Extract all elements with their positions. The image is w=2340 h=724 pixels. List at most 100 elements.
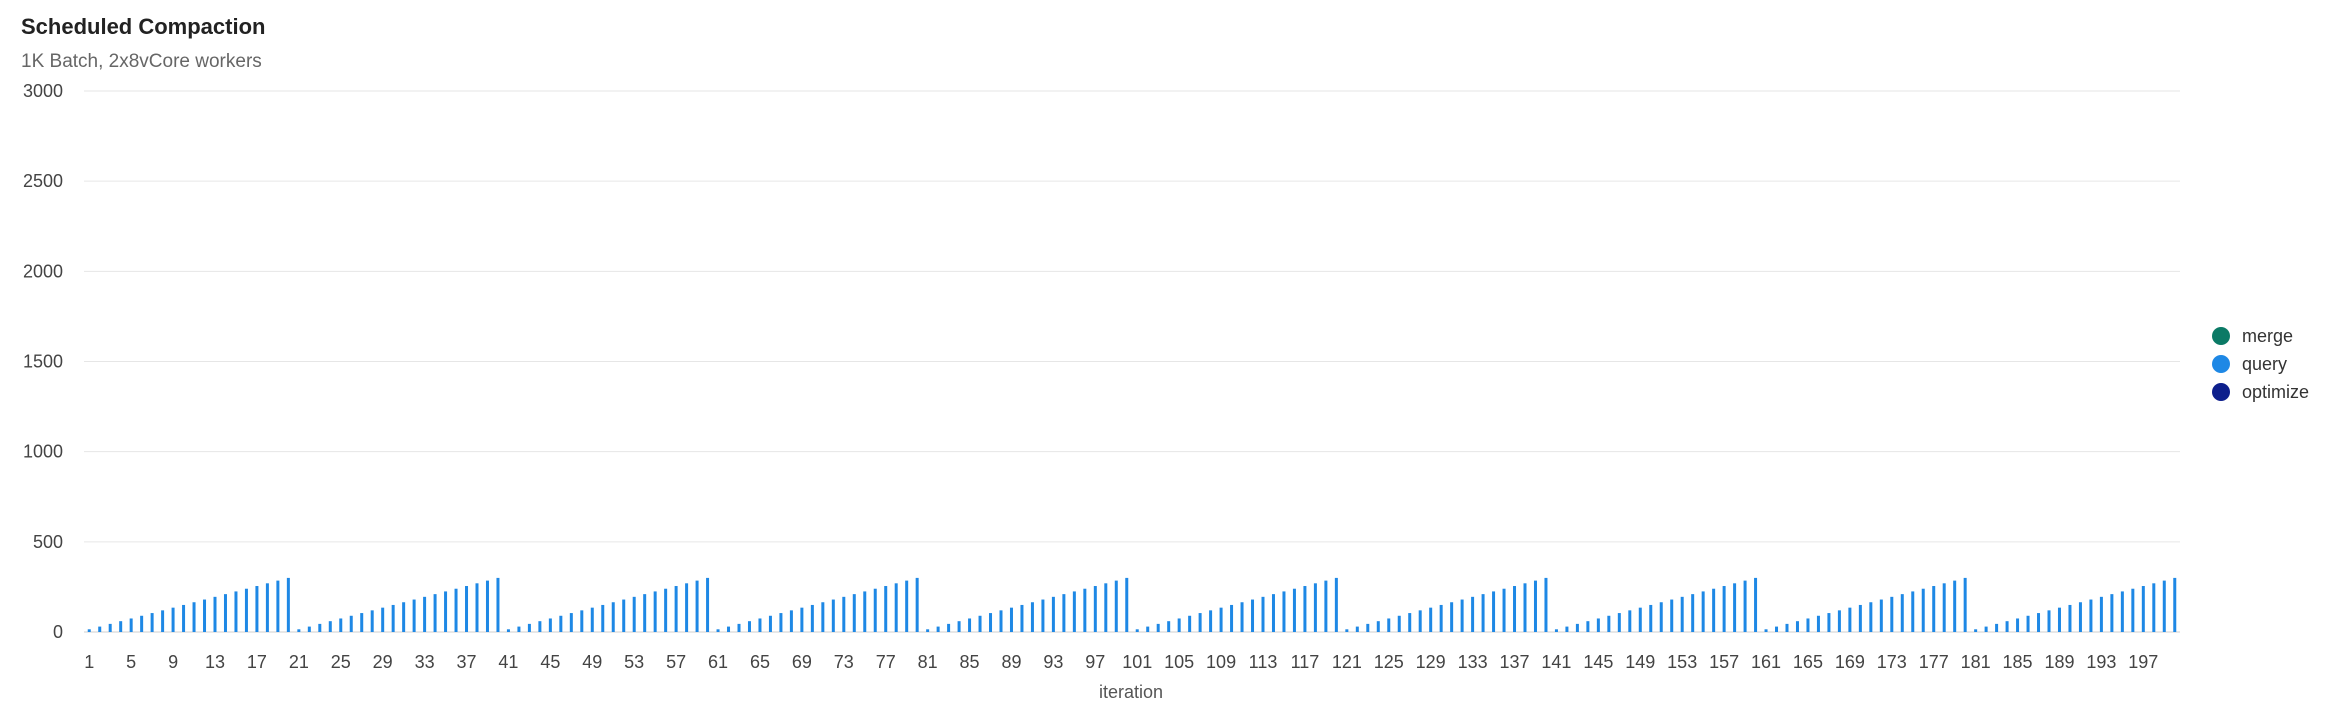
bar-query <box>2068 604 2072 632</box>
bar-query <box>1125 577 1129 632</box>
bar-query <box>1502 588 1506 632</box>
bar-query <box>1638 607 1642 632</box>
y-tick-label: 1000 <box>23 442 63 462</box>
bar-query <box>884 586 888 632</box>
bar-query <box>2005 621 2009 632</box>
bar-query <box>747 621 751 632</box>
x-tick-label: 193 <box>2086 652 2116 672</box>
bar-query <box>863 591 867 632</box>
x-tick-label: 37 <box>457 652 477 672</box>
bar-query <box>821 602 825 632</box>
bar-query <box>1680 596 1684 632</box>
bar-query <box>2057 607 2061 632</box>
x-tick-label: 105 <box>1164 652 1194 672</box>
bar-query <box>1879 599 1883 632</box>
bar-query <box>1219 607 1223 632</box>
x-tick-label: 165 <box>1793 652 1823 672</box>
bar-query <box>87 629 91 632</box>
bar-query <box>559 615 563 632</box>
x-tick-label: 117 <box>1291 652 1320 672</box>
bar-query <box>1953 580 1957 632</box>
bar-query <box>517 626 521 632</box>
bar-query <box>108 623 112 632</box>
bar-query <box>1156 623 1160 632</box>
bar-query <box>192 602 196 632</box>
bar-query <box>1890 596 1894 632</box>
bar-query <box>968 618 972 632</box>
x-tick-label: 17 <box>247 652 267 672</box>
bar-query <box>2120 591 2124 632</box>
bar-query <box>1439 604 1443 632</box>
bar-query <box>1607 615 1611 632</box>
legend-label-query: query <box>2242 353 2288 374</box>
bar-query <box>2089 599 2093 632</box>
bar-query <box>244 588 248 632</box>
bar-query <box>2078 602 2082 632</box>
bar-query <box>1114 580 1118 632</box>
legend-swatch-merge <box>2212 327 2230 345</box>
bar-query <box>1450 602 1454 632</box>
chart-subtitle: 1K Batch, 2x8vCore workers <box>21 51 262 72</box>
x-tick-label: 9 <box>168 652 178 672</box>
legend-item-merge[interactable]: merge <box>2212 322 2309 350</box>
bar-query <box>1837 610 1841 632</box>
bar-query <box>1366 623 1370 632</box>
bar-query <box>685 583 689 632</box>
bar-query <box>643 594 647 632</box>
bar-query <box>1795 621 1799 632</box>
bar-query <box>936 626 940 632</box>
bars <box>87 577 2177 632</box>
bar-query <box>1030 602 1034 632</box>
bar-query <box>1460 599 1464 632</box>
x-tick-label: 57 <box>666 652 686 672</box>
bar-query <box>496 577 500 632</box>
grid-lines <box>84 90 2180 633</box>
bar-query <box>1596 618 1600 632</box>
bar-query <box>402 602 406 632</box>
bar-query <box>1733 583 1737 632</box>
bar-query <box>1858 604 1862 632</box>
legend-item-optimize[interactable]: optimize <box>2212 378 2309 406</box>
bar-query <box>1251 599 1255 632</box>
bar-query <box>1942 583 1946 632</box>
bar-query <box>381 607 385 632</box>
bar-query <box>475 583 479 632</box>
bar-query <box>339 618 343 632</box>
bar-query <box>349 615 353 632</box>
x-tick-label: 169 <box>1835 652 1865 672</box>
bar-query <box>1146 626 1150 632</box>
bar-query <box>1009 607 1013 632</box>
bar-query <box>1471 596 1475 632</box>
bar-query <box>1921 588 1925 632</box>
bar-query <box>978 615 982 632</box>
x-tick-label: 109 <box>1206 652 1236 672</box>
bar-query <box>2162 580 2166 632</box>
bar-query <box>1198 613 1202 632</box>
bar-query <box>140 615 144 632</box>
bar-query <box>1513 586 1517 632</box>
bar-query <box>1062 594 1066 632</box>
bar-query <box>307 626 311 632</box>
bar-query <box>852 594 856 632</box>
bar-query <box>1659 602 1663 632</box>
bar-query <box>1292 588 1296 632</box>
bar-query <box>423 596 427 632</box>
x-axis-title: iteration <box>1099 682 1163 702</box>
y-tick-label: 0 <box>53 622 63 642</box>
y-tick-label: 1500 <box>23 352 63 372</box>
legend-item-query[interactable]: query <box>2212 350 2309 378</box>
bar-query <box>926 629 930 632</box>
bar-query <box>98 626 102 632</box>
bar-query <box>737 623 741 632</box>
bar-query <box>1649 604 1653 632</box>
bar-query <box>1188 615 1192 632</box>
bar-query <box>203 599 207 632</box>
x-tick-label: 121 <box>1332 652 1362 672</box>
bar-query <box>129 618 133 632</box>
x-tick-label: 197 <box>2128 652 2158 672</box>
bar-query <box>1764 629 1768 632</box>
y-tick-label: 3000 <box>23 81 63 101</box>
bar-query <box>444 591 448 632</box>
bar-query <box>1324 580 1328 632</box>
x-tick-label: 1 <box>84 652 94 672</box>
